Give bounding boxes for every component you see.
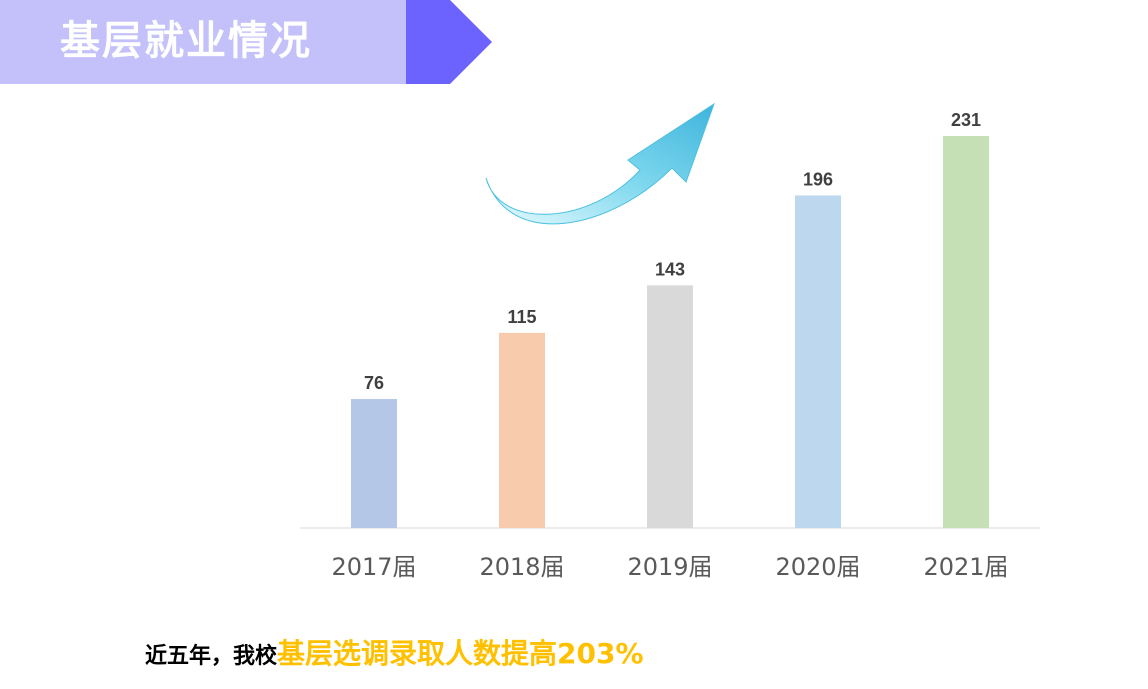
bar-2019届 — [647, 285, 693, 528]
bar-chart: 76 2017届 115 2018届 143 2019届 196 2020届 231 2021届 — [300, 102, 1040, 581]
summary-prefix: 近五年，我校 — [145, 643, 278, 669]
x-tick-label: 2017届 — [331, 553, 416, 581]
data-label: 196 — [803, 169, 833, 189]
bar-2017届 — [351, 399, 397, 528]
title-banner: 基层就业情况 — [0, 0, 406, 84]
data-label: 231 — [951, 110, 981, 130]
bar-2018届 — [499, 332, 545, 528]
x-tick-label: 2019届 — [627, 553, 712, 581]
summary-highlight: 基层选调录取人数提高203% — [277, 637, 644, 670]
summary-text: 近五年，我校基层选调录取人数提高203% — [145, 632, 644, 672]
banner-arrow-icon — [406, 0, 492, 84]
data-label: 115 — [507, 307, 536, 327]
x-tick-label: 2020届 — [775, 553, 860, 581]
bar-2020届 — [795, 195, 841, 529]
data-label: 143 — [655, 259, 685, 279]
x-tick-label: 2021届 — [923, 553, 1008, 581]
page-title: 基层就业情况 — [60, 17, 312, 64]
x-tick-label: 2018届 — [479, 553, 564, 581]
bar-2021届 — [943, 136, 989, 528]
data-label: 76 — [364, 373, 384, 393]
growth-arrow-icon — [485, 102, 715, 225]
